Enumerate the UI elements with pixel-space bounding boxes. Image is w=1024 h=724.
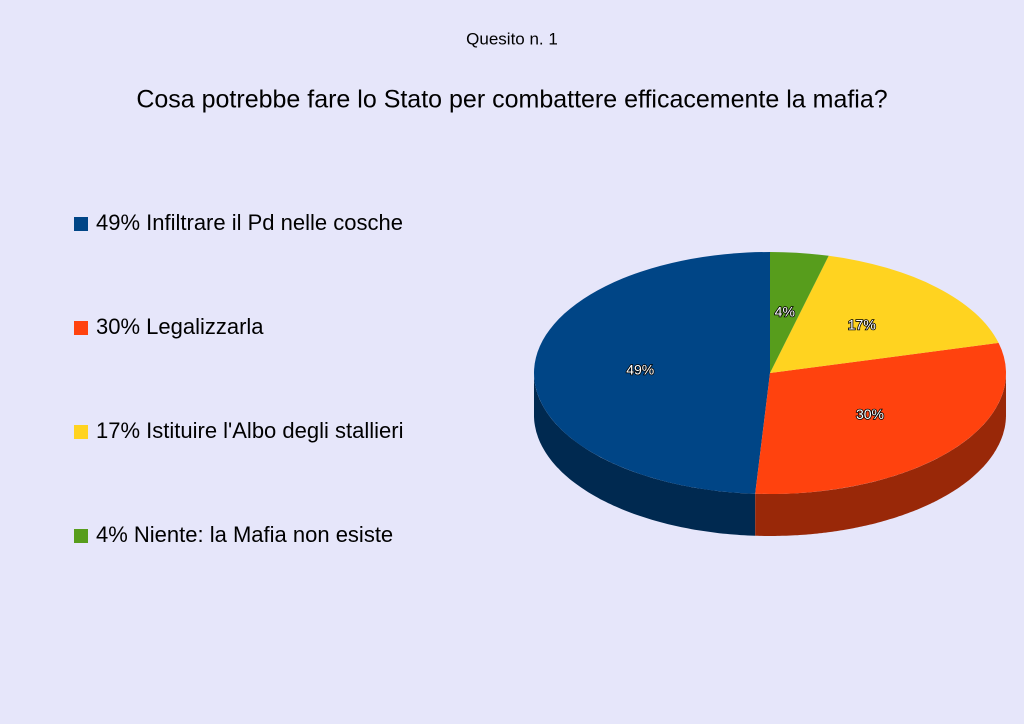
data-label: 30% [856, 406, 884, 422]
legend-label: 17% Istituire l'Albo degli stallieri [96, 418, 403, 443]
legend-swatch [74, 321, 88, 335]
legend-label: 49% Infiltrare il Pd nelle cosche [96, 210, 403, 235]
chart-title: Quesito n. 1 [466, 29, 558, 48]
pie-slice [533, 252, 770, 494]
pie-slice [755, 342, 1006, 494]
legend-label: 30% Legalizzarla [96, 314, 264, 339]
pie-slice-side [534, 372, 756, 536]
data-label: 17% [848, 317, 876, 333]
data-label: 49% [626, 362, 654, 378]
pie-slice [770, 252, 829, 373]
chart-subtitle: Cosa potrebbe fare lo Stato per combatte… [136, 86, 887, 114]
pie-slice-side [755, 373, 1006, 536]
legend-swatch [74, 425, 88, 439]
legend-swatch [74, 529, 88, 543]
pie-slice [770, 255, 999, 373]
legend-swatch [74, 217, 88, 231]
legend-label: 4% Niente: la Mafia non esiste [96, 522, 393, 547]
data-label: 4% [775, 304, 795, 320]
